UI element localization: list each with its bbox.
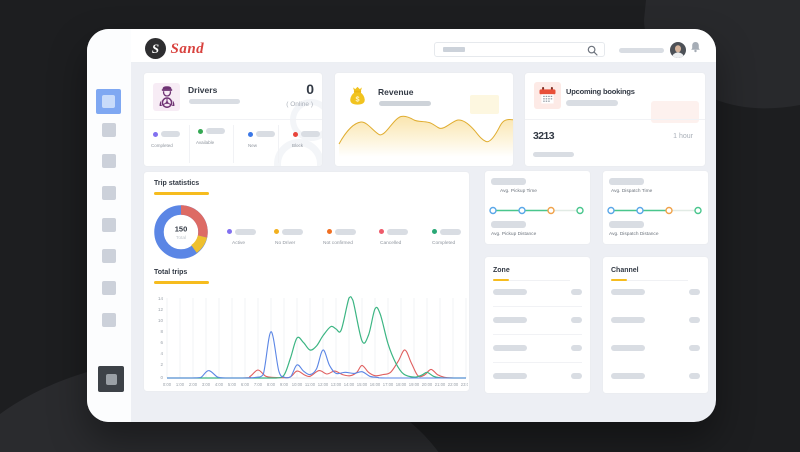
svg-text:1:00: 1:00 bbox=[176, 382, 185, 387]
svg-text:13:00: 13:00 bbox=[331, 382, 342, 387]
svg-text:4:00: 4:00 bbox=[215, 382, 224, 387]
svg-text:10: 10 bbox=[158, 318, 164, 323]
svg-text:150: 150 bbox=[175, 225, 188, 234]
svg-text:18:00: 18:00 bbox=[396, 382, 407, 387]
svg-text:Total: Total bbox=[176, 235, 186, 241]
svg-text:0:00: 0:00 bbox=[163, 382, 172, 387]
svg-text:8: 8 bbox=[160, 329, 163, 334]
svg-text:21:00: 21:00 bbox=[435, 382, 446, 387]
svg-text:4: 4 bbox=[160, 351, 163, 356]
svg-text:$: $ bbox=[355, 95, 359, 104]
svg-text:6: 6 bbox=[160, 340, 163, 345]
svg-text:8:00: 8:00 bbox=[267, 382, 276, 387]
svg-text:14:00: 14:00 bbox=[344, 382, 355, 387]
svg-text:22:00: 22:00 bbox=[448, 382, 459, 387]
svg-text:17:00: 17:00 bbox=[383, 382, 394, 387]
svg-text:12: 12 bbox=[158, 307, 164, 312]
svg-text:7:00: 7:00 bbox=[254, 382, 263, 387]
svg-text:2:00: 2:00 bbox=[189, 382, 198, 387]
svg-text:3:00: 3:00 bbox=[202, 382, 211, 387]
svg-text:14: 14 bbox=[158, 296, 164, 301]
svg-text:15:00: 15:00 bbox=[357, 382, 368, 387]
svg-text:12:00: 12:00 bbox=[318, 382, 329, 387]
svg-text:10:00: 10:00 bbox=[292, 382, 303, 387]
svg-text:0: 0 bbox=[160, 375, 163, 380]
svg-text:6:00: 6:00 bbox=[241, 382, 250, 387]
svg-text:5:00: 5:00 bbox=[228, 382, 237, 387]
svg-text:23:00: 23:00 bbox=[461, 382, 468, 387]
svg-text:20:00: 20:00 bbox=[422, 382, 433, 387]
svg-text:9:00: 9:00 bbox=[280, 382, 289, 387]
svg-text:2: 2 bbox=[160, 362, 163, 367]
svg-text:16:00: 16:00 bbox=[370, 382, 381, 387]
svg-text:19:00: 19:00 bbox=[409, 382, 420, 387]
svg-text:11:00: 11:00 bbox=[305, 382, 316, 387]
